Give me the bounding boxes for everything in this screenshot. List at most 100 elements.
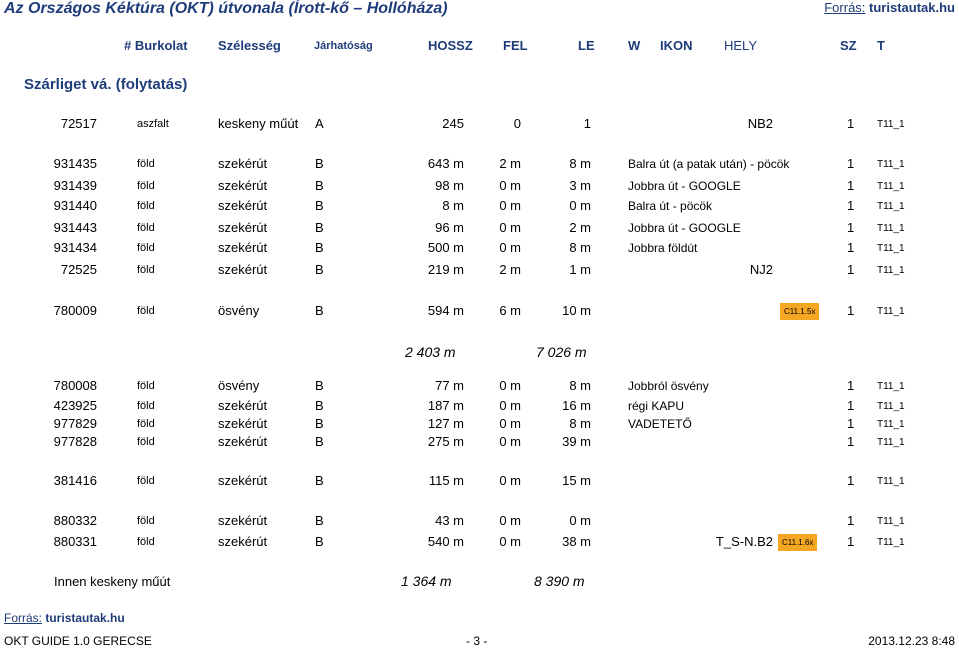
row-sz: 1: [847, 534, 855, 549]
row-surface: föld: [137, 242, 155, 254]
row-ascent: 0 m: [499, 513, 521, 528]
final-label: Innen keskeny műút: [54, 574, 171, 589]
row-surface: föld: [137, 475, 155, 487]
final-elevation: 8 390 m: [534, 573, 585, 589]
row-length: 594 m: [427, 303, 464, 318]
source-footer-label[interactable]: Forrás:: [4, 611, 43, 625]
row-description: VADETETŐ: [628, 417, 692, 431]
row-descent: 1 m: [569, 262, 591, 277]
row-passability: B: [315, 220, 324, 235]
row-passability: B: [315, 416, 324, 431]
row-length: 8 m: [442, 198, 464, 213]
row-width: szekérút: [218, 416, 268, 431]
row-ascent: 0 m: [499, 534, 521, 549]
row-width: szekérút: [218, 178, 268, 193]
row-passability: B: [315, 303, 324, 318]
row-description: régi KAPU: [628, 399, 685, 413]
row-description: Jobbra földút: [628, 241, 698, 255]
row-width: szekérút: [218, 240, 268, 255]
row-sz: 1: [847, 178, 855, 193]
row-length: 643 m: [427, 156, 464, 171]
row-width: szekérút: [218, 534, 268, 549]
row-ascent: 0: [513, 116, 521, 131]
row-passability: B: [315, 513, 324, 528]
row-width: ösvény: [218, 378, 260, 393]
row-ascent: 0 m: [499, 240, 521, 255]
row-id: 72517: [60, 116, 97, 131]
row-ascent: 0 m: [499, 416, 521, 431]
row-sz: 1: [847, 220, 855, 235]
source-top: Forrás: turistautak.hu: [824, 0, 955, 15]
row-t: T11_1: [877, 401, 905, 412]
row-surface: föld: [137, 264, 155, 276]
row-length: 43 m: [435, 513, 464, 528]
row-sz: 1: [847, 303, 855, 318]
row-sz: 1: [847, 378, 855, 393]
table-row: 880332 föld szekérút B 43 m 0 m 0 m 1 T11_1: [0, 513, 959, 531]
row-sz: 1: [847, 416, 855, 431]
row-t: T11_1: [877, 537, 905, 548]
row-width: szekérút: [218, 473, 268, 488]
row-sz: 1: [847, 156, 855, 171]
row-id: 931435: [53, 156, 97, 171]
footer-date: 2013.12.23 8:48: [868, 634, 955, 648]
row-ascent: 0 m: [499, 434, 521, 449]
row-descent: 15 m: [562, 473, 591, 488]
row-ascent: 0 m: [499, 378, 521, 393]
table-row: 931434 föld szekérút B 500 m 0 m 8 m Jobbra föl…: [0, 240, 959, 258]
row-ascent: 0 m: [499, 220, 521, 235]
table-row: 931439 föld szekérút B 98 m 0 m 3 m Jobbra út -…: [0, 178, 959, 196]
row-descent: 16 m: [562, 398, 591, 413]
row-surface: föld: [137, 222, 155, 234]
row-descent: 39 m: [562, 434, 591, 449]
row-width: szekérút: [218, 513, 268, 528]
row-passability: B: [315, 473, 324, 488]
row-passability: B: [315, 262, 324, 277]
source-footer-value: turistautak.hu: [45, 611, 125, 625]
col-header-sz: SZ: [840, 38, 857, 53]
table-row: 780008 föld ösvény B 77 m 0 m 8 m Jobbról ösvén…: [0, 378, 959, 396]
row-surface: föld: [137, 380, 155, 392]
row-description: Jobbra út - GOOGLE: [628, 179, 741, 193]
col-header-le: LE: [578, 38, 595, 53]
row-id: 931440: [53, 198, 97, 213]
table-row: 880331 föld szekérút B 540 m 0 m 38 m T_S-N.B2 1…: [0, 534, 959, 552]
row-t: T11_1: [877, 201, 905, 212]
row-sz: 1: [847, 473, 855, 488]
row-surface: föld: [137, 515, 155, 527]
col-header-t: T: [877, 38, 885, 53]
row-description: Balra út (a patak után) - pöcök: [628, 157, 790, 171]
source-top-label[interactable]: Forrás:: [824, 0, 866, 15]
row-sz: 1: [847, 398, 855, 413]
row-id: 880332: [53, 513, 97, 528]
row-t: T11_1: [877, 516, 905, 527]
row-id: 780009: [53, 303, 97, 318]
table-row: 931443 föld szekérút B 96 m 0 m 2 m Jobbra út -…: [0, 220, 959, 238]
row-id: 931439: [53, 178, 97, 193]
row-t: T11_1: [877, 119, 905, 130]
row-passability: B: [315, 434, 324, 449]
row-length: 77 m: [435, 378, 464, 393]
row-sz: 1: [847, 434, 855, 449]
row-length: 115 m: [428, 473, 464, 488]
row-descent: 0 m: [569, 513, 591, 528]
row-width: szekérút: [218, 262, 268, 277]
row-descent: 8 m: [569, 378, 591, 393]
row-length: 245: [442, 116, 464, 131]
row-descent: 8 m: [569, 240, 591, 255]
row-descent: 1: [583, 116, 591, 131]
subtotal-elevation: 7 026 m: [536, 344, 587, 360]
table-row: 780009 föld ösvény B 594 m 6 m 10 m 1 T11_1 C11.1…: [0, 303, 959, 321]
row-length: 219 m: [427, 262, 464, 277]
row-t: T11_1: [877, 243, 905, 254]
row-sz: 1: [847, 116, 855, 131]
table-row: 931435 föld szekérút B 643 m 2 m 8 m Balra út (…: [0, 156, 959, 174]
row-length: 275 m: [427, 434, 464, 449]
row-width: szekérút: [218, 434, 268, 449]
row-passability: B: [315, 240, 324, 255]
row-id: 977829: [53, 416, 97, 431]
document-title: Az Országos Kéktúra (OKT) útvonala (Írot…: [4, 0, 448, 17]
row-t: T11_1: [877, 306, 905, 317]
row-surface: aszfalt: [137, 118, 169, 130]
row-sz: 1: [847, 262, 855, 277]
